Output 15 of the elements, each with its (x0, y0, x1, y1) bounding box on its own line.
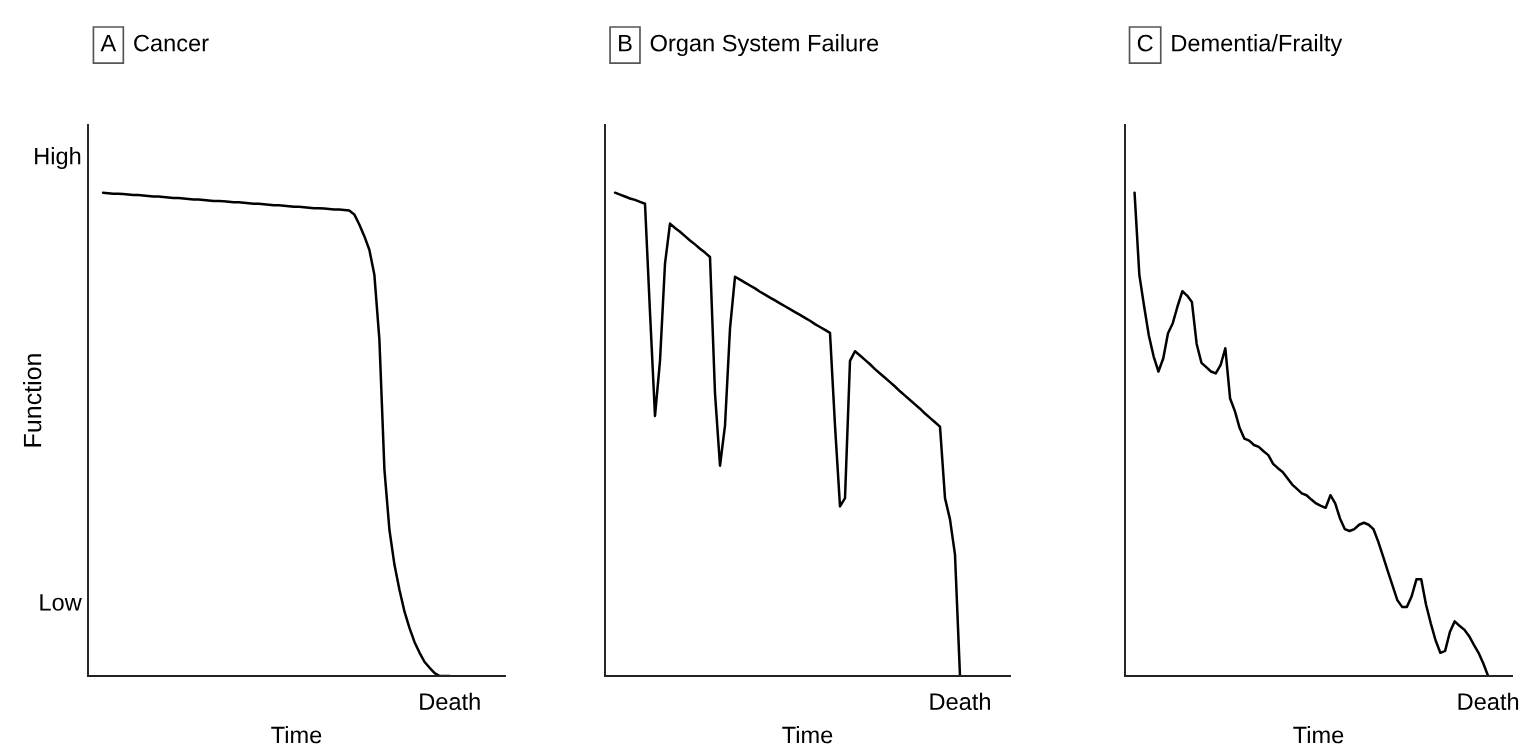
text: Death (1458, 692, 1519, 711)
chart-subtitle: Dementia/Frailty (1172, 34, 1343, 57)
chart-subtitle: Organ System Failure (650, 34, 879, 57)
text: High (35, 147, 81, 170)
x-axis-title: Time (271, 726, 322, 744)
chart-title: C (1137, 34, 1153, 52)
y-axis-title: Function (23, 354, 42, 447)
chart-subtitle: Cancer (134, 34, 209, 52)
x-axis-title: Time (1293, 726, 1344, 744)
chart-title: A (100, 34, 117, 52)
text: Death (930, 692, 990, 711)
x-axis-title: Time (782, 726, 833, 744)
chart-title: B (619, 34, 632, 52)
text: Death (420, 692, 480, 711)
text: Low (40, 594, 82, 611)
